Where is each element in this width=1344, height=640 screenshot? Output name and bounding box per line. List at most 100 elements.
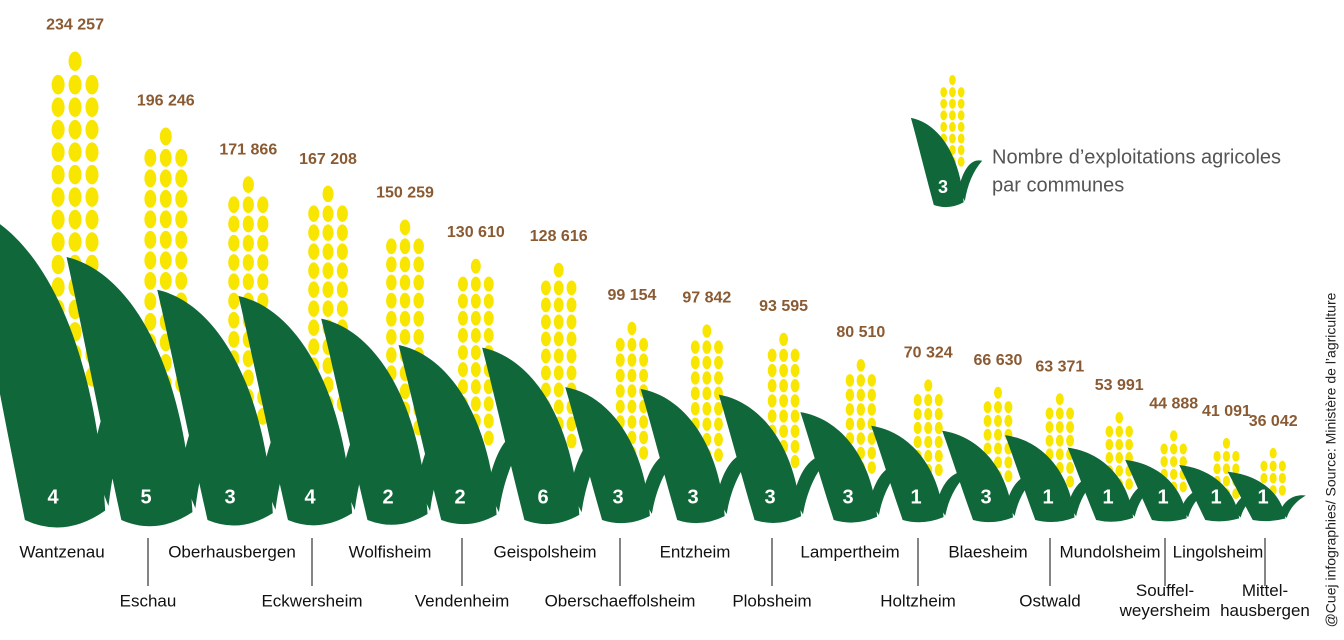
cob-kernel: [984, 415, 992, 427]
value-label: 70 324: [904, 345, 953, 362]
cob-kernel: [868, 447, 876, 460]
cob-kernel: [1056, 421, 1064, 433]
cob-kernel: [308, 224, 319, 241]
value-label: 196 246: [137, 93, 195, 110]
cob-kernel: [768, 394, 777, 407]
cob-kernel: [175, 251, 187, 269]
cob-kernel: [567, 298, 577, 313]
cob-kernel: [69, 51, 82, 71]
cob-kernel: [471, 328, 481, 343]
count-label: 4: [47, 486, 59, 508]
cob-kernel: [1125, 426, 1133, 437]
value-label: 41 091: [1202, 403, 1251, 420]
cob-kernel: [994, 387, 1002, 399]
value-label: 80 510: [836, 324, 885, 341]
cob-kernel: [85, 232, 98, 252]
cob-kernel: [702, 371, 711, 384]
count-label: 3: [687, 486, 698, 508]
cob-kernel: [616, 384, 625, 397]
cob-kernel: [144, 149, 156, 167]
count-label: 2: [454, 486, 465, 508]
cob-kernel: [958, 145, 965, 155]
chart: Nombre d’exploitations agricoles par com…: [0, 0, 1344, 635]
cob-kernel: [160, 251, 172, 269]
category-label: Wantzenau: [19, 542, 104, 561]
cob-kernel: [323, 205, 334, 222]
cob-kernel: [1223, 451, 1230, 462]
cob-kernel: [616, 338, 625, 351]
count-label: 2: [382, 486, 393, 508]
cob-kernel: [1066, 407, 1074, 419]
category-label: Oberschaeffolsheim: [545, 591, 696, 610]
cob-kernel: [857, 418, 865, 431]
cob-kernel: [144, 169, 156, 187]
cob-kernel: [1180, 443, 1187, 454]
cob-kernel: [924, 408, 932, 420]
cob-kernel: [413, 238, 424, 254]
cob-kernel: [1223, 476, 1230, 487]
cob-kernel: [949, 122, 956, 132]
cob-kernel: [554, 400, 564, 415]
cob-kernel: [484, 277, 494, 292]
cob-kernel: [779, 425, 788, 438]
cob-kernel: [791, 409, 800, 422]
cob-kernel: [714, 417, 723, 430]
cob-kernel: [1106, 452, 1114, 463]
cob-kernel: [243, 196, 254, 213]
cob-kernel: [857, 403, 865, 416]
cob-kernel: [1106, 426, 1114, 437]
cob-kernel: [69, 187, 82, 207]
cob-kernel: [400, 238, 411, 254]
cob-kernel: [1279, 461, 1286, 472]
cob-kernel: [541, 332, 551, 347]
cob-kernel: [639, 369, 648, 382]
cob-kernel: [984, 429, 992, 441]
cob-kernel: [85, 97, 98, 117]
cob-kernel: [779, 349, 788, 362]
cob-kernel: [1125, 478, 1133, 489]
cob-kernel: [554, 383, 564, 398]
cob-kernel: [691, 356, 700, 369]
cob-kernel: [400, 329, 411, 345]
cob-kernel: [175, 210, 187, 228]
cob-kernel: [714, 371, 723, 384]
cob-kernel: [85, 210, 98, 230]
cob-kernel: [924, 379, 932, 391]
cob-kernel: [691, 340, 700, 353]
cob-kernel: [386, 311, 397, 327]
cob-kernel: [935, 422, 943, 434]
cob-kernel: [52, 142, 65, 162]
count-label: 3: [980, 486, 991, 508]
value-label: 130 610: [447, 224, 505, 241]
cob-kernel: [714, 433, 723, 446]
cob-kernel: [471, 345, 481, 360]
cob-kernel: [857, 374, 865, 387]
cob-kernel: [1004, 470, 1012, 482]
cob-kernel: [386, 275, 397, 291]
cob-kernel: [768, 349, 777, 362]
cob-kernel: [627, 384, 636, 397]
cob-kernel: [1056, 393, 1064, 405]
cob-kernel: [627, 415, 636, 428]
cob-kernel: [308, 319, 319, 336]
cob-kernel: [69, 75, 82, 95]
cob-kernel: [567, 281, 577, 296]
cob-kernel: [616, 353, 625, 366]
cob-kernel: [541, 349, 551, 364]
cob-kernel: [791, 364, 800, 377]
cob-kernel: [924, 394, 932, 406]
cob-kernel: [458, 311, 468, 326]
cob-kernel: [1056, 448, 1064, 460]
cob-kernel: [994, 401, 1002, 413]
cob-kernel: [627, 338, 636, 351]
cob-kernel: [243, 216, 254, 233]
cob-kernel: [1270, 448, 1277, 459]
count-label: 1: [1257, 486, 1268, 508]
legend-text: Nombre d’exploitations agricoles: [992, 146, 1281, 168]
cob-kernel: [1160, 456, 1167, 467]
cob-kernel: [567, 332, 577, 347]
value-label: 234 257: [46, 17, 104, 34]
cob-kernel: [413, 257, 424, 273]
cob-kernel: [1170, 430, 1177, 441]
cob-kernel: [958, 122, 965, 132]
